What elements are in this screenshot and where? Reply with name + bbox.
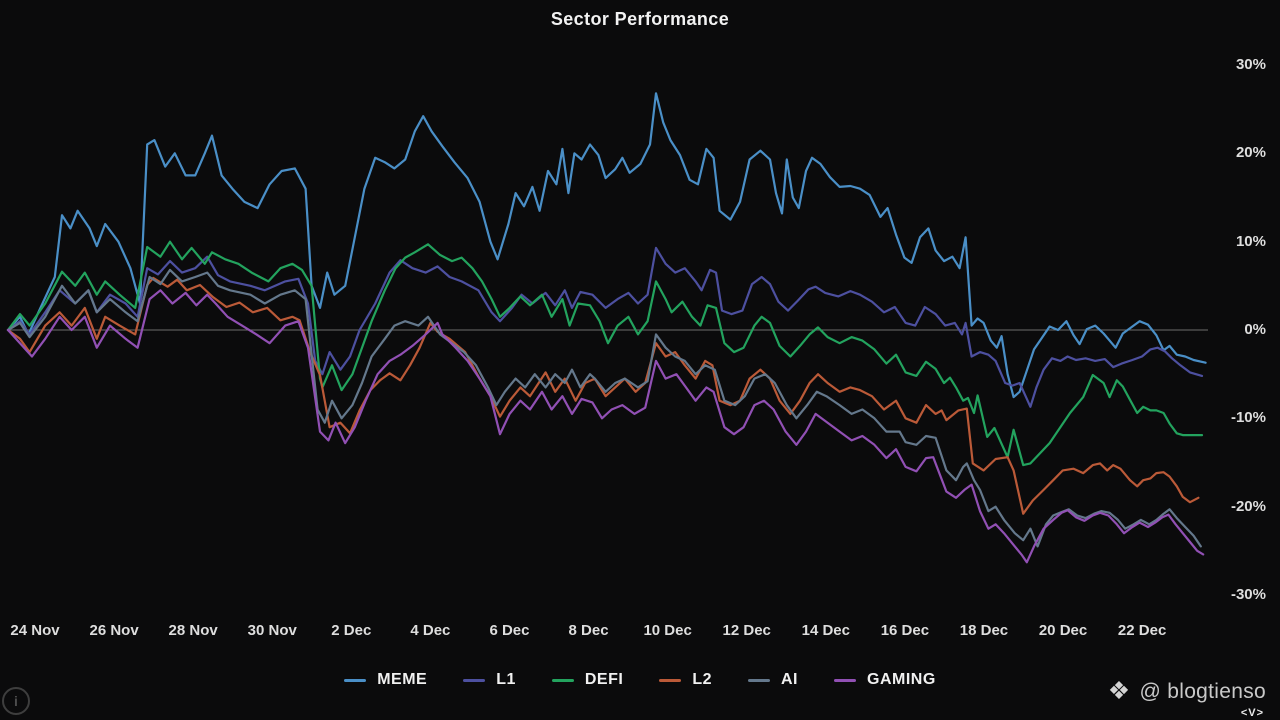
legend-item-meme[interactable]: MEME [344, 671, 427, 689]
legend-label: L2 [692, 671, 712, 688]
series-line-gaming [6, 289, 1205, 564]
page-title: Sector Performance [550, 9, 730, 29]
y-tick-label: 10% [1235, 232, 1266, 250]
y-tick-label: 30% [1235, 56, 1266, 73]
legend-dash-icon [748, 678, 770, 682]
x-tick-label: 6 Dec [489, 622, 530, 639]
legend-item-gaming[interactable]: GAMING [834, 671, 936, 689]
series-line-defi [6, 240, 1204, 467]
binance-logo-icon: ❖ [1107, 677, 1131, 705]
x-tick-label: 26 Nov [89, 622, 139, 639]
legend-label: GAMING [867, 671, 936, 688]
x-tick-label: 20 Dec [1038, 622, 1088, 639]
watermark-handle: @ blogtienso [1139, 679, 1266, 703]
legend-item-defi[interactable]: DEFI [551, 671, 624, 689]
x-tick-label: 12 Dec [722, 622, 771, 639]
series-line-meme [6, 92, 1207, 399]
corner-label: <V> [1240, 707, 1264, 719]
y-tick-label: 0% [1244, 321, 1266, 338]
legend-label: L1 [496, 671, 516, 688]
legend-dash-icon [344, 678, 367, 682]
legend-item-l1[interactable]: L1 [463, 671, 516, 689]
watermark: ❖ @ blogtienso [1108, 679, 1266, 704]
series-line-l1 [6, 246, 1204, 408]
chart-legend: MEME L1 DEFI L2 AI GAMING [0, 671, 1280, 689]
series-line-ai [6, 268, 1202, 548]
x-tick-label: 30 Nov [247, 622, 297, 639]
legend-label: DEFI [584, 671, 624, 688]
x-tick-label: 24 Nov [10, 622, 60, 639]
y-tick-label: -20% [1230, 497, 1266, 515]
x-tick-label: 28 Nov [168, 622, 218, 639]
legend-label: AI [781, 671, 798, 688]
x-tick-label: 22 Dec [1117, 622, 1167, 639]
legend-dash-icon [659, 678, 682, 682]
legend-item-l2[interactable]: L2 [659, 671, 712, 689]
x-tick-label: 16 Dec [880, 622, 930, 639]
x-tick-label: 2 Dec [331, 622, 372, 639]
legend-label: MEME [377, 671, 428, 688]
legend-dash-icon [551, 678, 574, 682]
legend-item-ai[interactable]: AI [748, 671, 798, 689]
y-tick-label: -30% [1230, 585, 1266, 603]
y-tick-label: -10% [1230, 409, 1266, 427]
info-icon[interactable]: i [2, 687, 30, 715]
x-tick-label: 14 Dec [801, 622, 850, 639]
x-tick-label: 18 Dec [959, 622, 1009, 639]
legend-dash-icon [834, 678, 856, 682]
info-icon-glyph: i [14, 693, 18, 709]
series-line-l2 [6, 276, 1200, 515]
legend-dash-icon [463, 678, 486, 682]
x-tick-label: 8 Dec [568, 622, 609, 639]
y-tick-label: 20% [1235, 144, 1266, 162]
x-tick-label: 10 Dec [643, 622, 692, 639]
x-tick-label: 4 Dec [410, 622, 451, 639]
